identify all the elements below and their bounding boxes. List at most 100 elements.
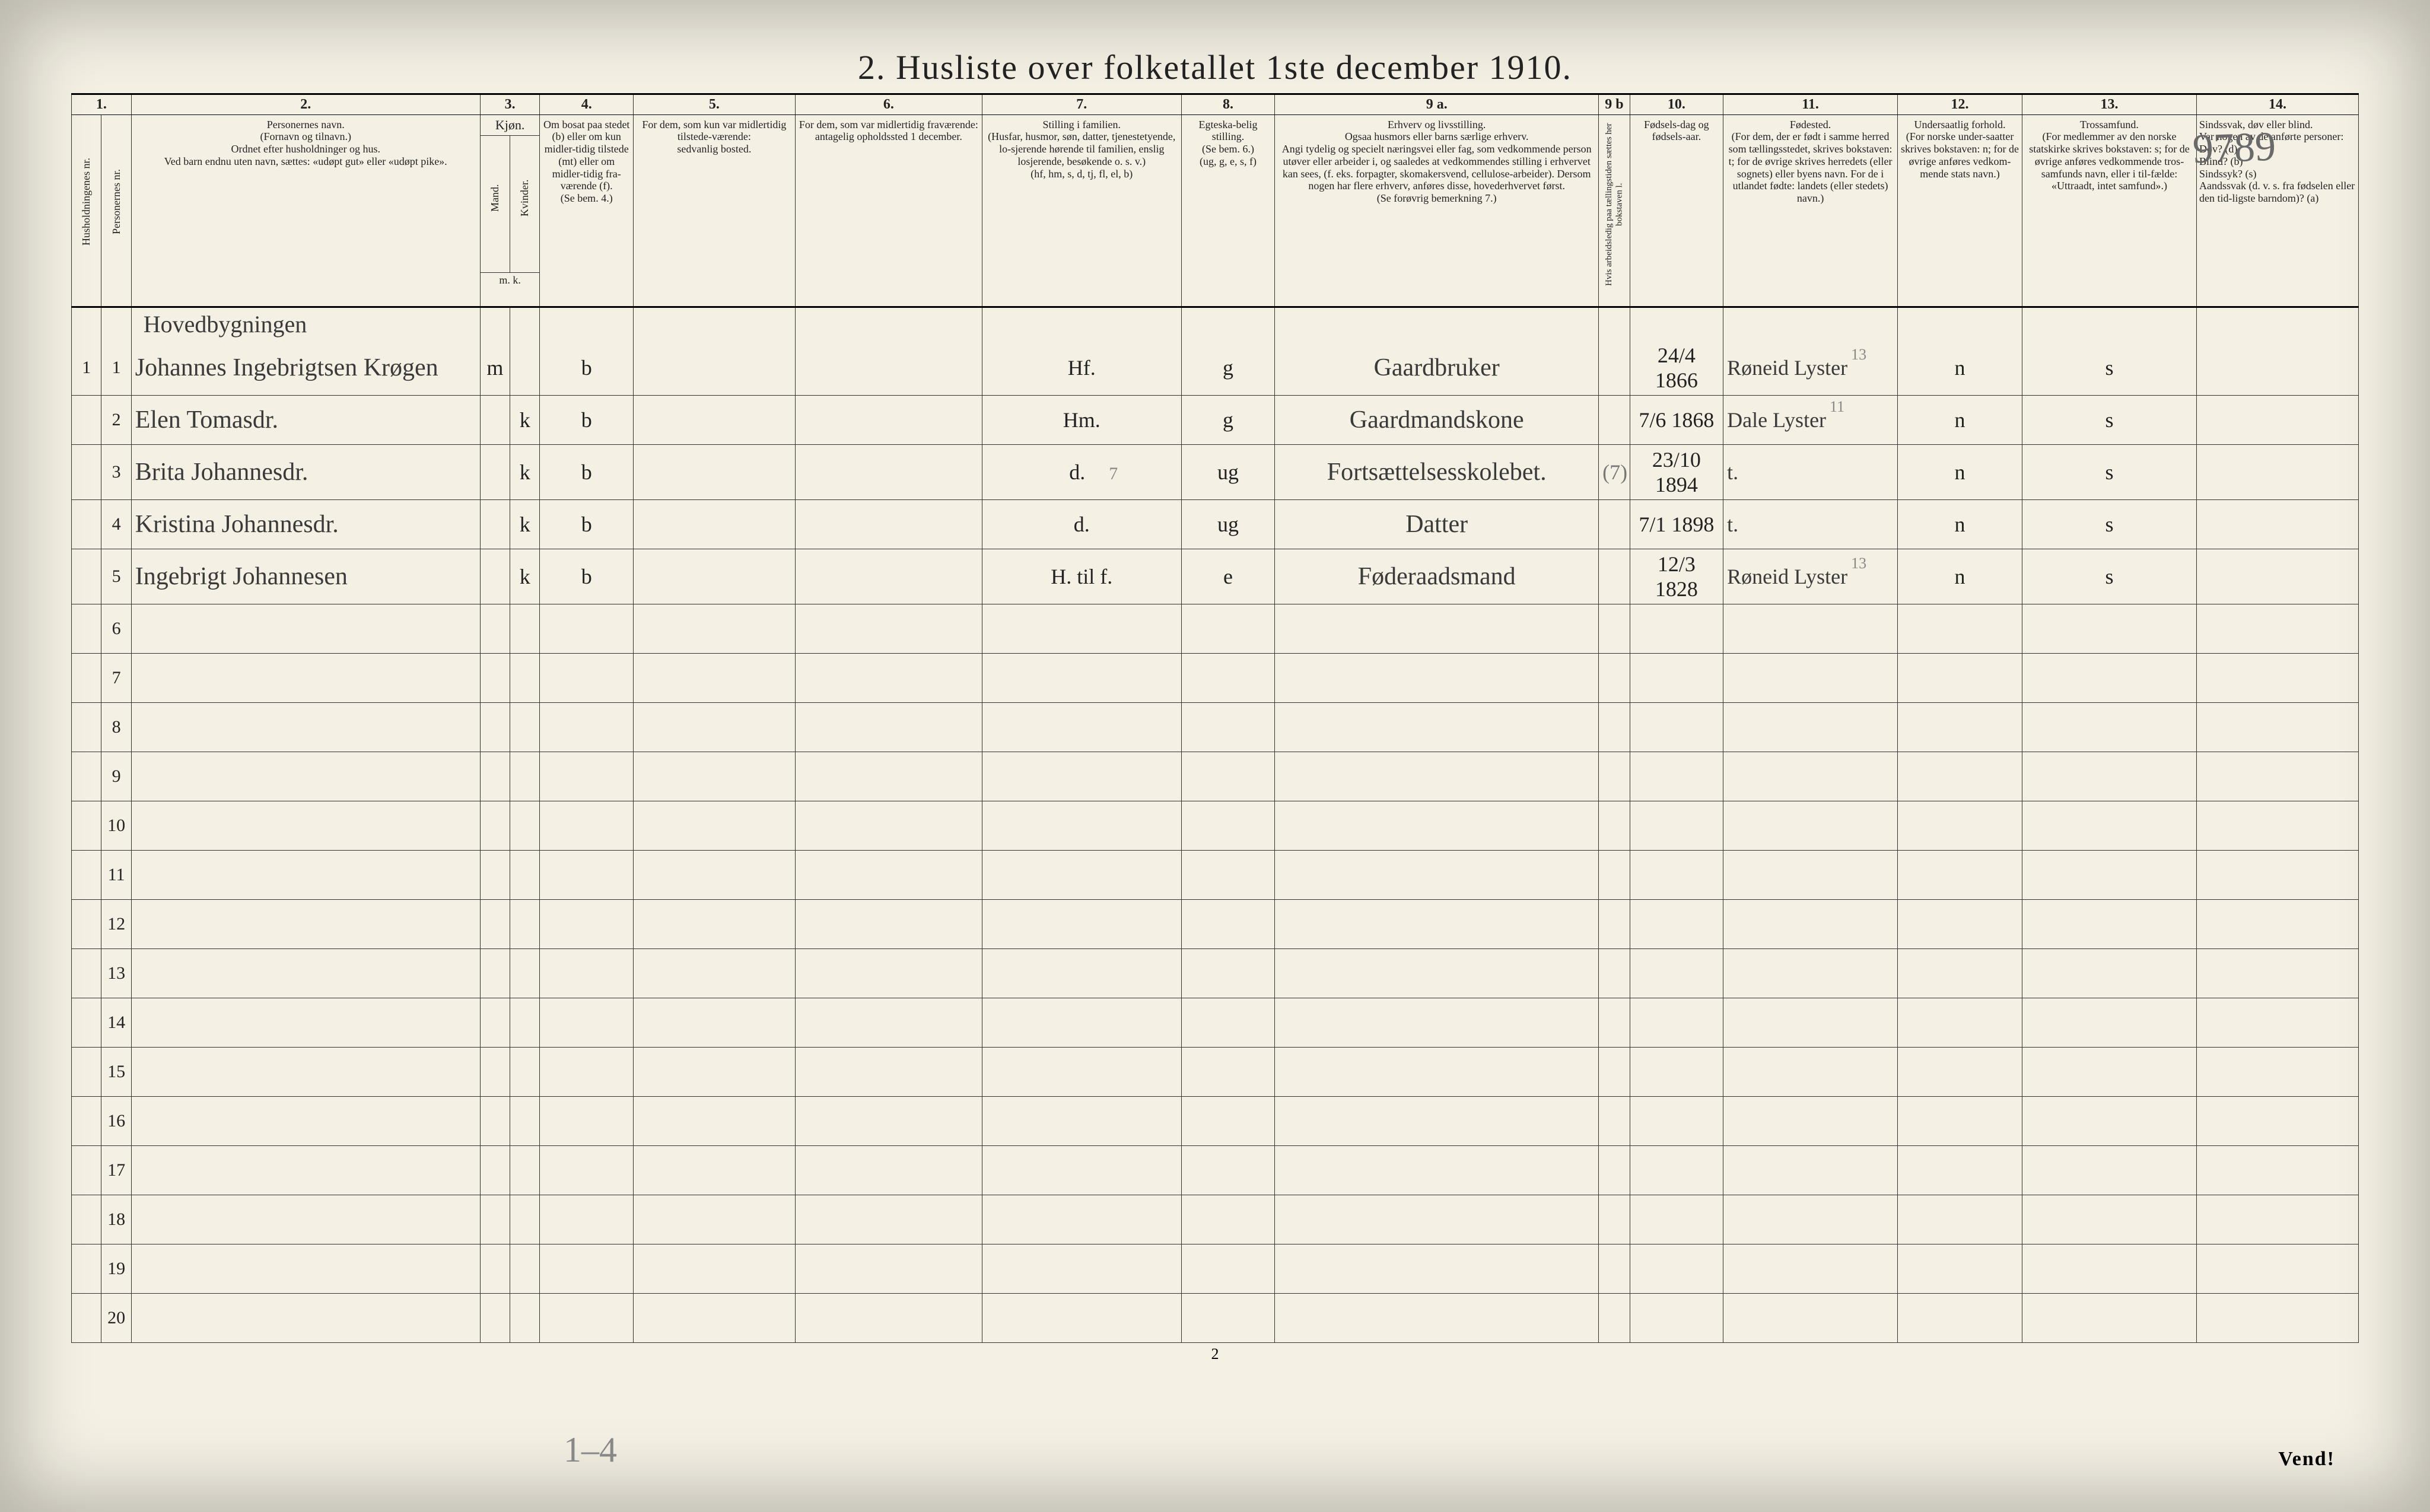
p-cell: 1 [101,340,131,396]
erhverv-cell: Føderaadsmand [1275,549,1599,604]
und-cell: n [1898,549,2022,604]
c14-cell [2196,340,2358,396]
header-midl-tilstede: For dem, som kun var midlertidig tilsted… [633,114,795,307]
table-row-empty: 10 [72,801,2359,850]
table-row-empty: 19 [72,1244,2359,1293]
egt-cell: g [1181,340,1274,396]
hh-cell [72,801,101,850]
name-cell: Kristina Johannesdr. [131,499,480,549]
p-cell: 13 [101,948,131,998]
c14-cell [2196,444,2358,499]
und-cell: n [1898,395,2022,444]
bosat-cell: b [540,340,633,396]
hh-cell [72,702,101,752]
tro-cell: s [2022,499,2197,549]
table-row-empty: 17 [72,1145,2359,1195]
colnum: 10. [1630,94,1723,115]
table-body: Hovedbygningen11Johannes Ingebrigtsen Kr… [72,307,2359,1342]
p-cell: 14 [101,998,131,1047]
sex-k-cell: k [510,395,540,444]
sex-m-cell: m [480,340,510,396]
hh-cell [72,899,101,948]
hh-cell [72,1145,101,1195]
table-row-empty: 18 [72,1195,2359,1244]
sex-k-cell [510,340,540,396]
table-row-empty: 7 [72,653,2359,702]
table-row: 3Brita Johannesdr.kbd.7ugFortsættelsessk… [72,444,2359,499]
sex-m-cell [480,499,510,549]
fod-cell: 12/3 1828 [1630,549,1723,604]
column-header-row: Husholdningenes nr. Personernes nr. Pers… [72,114,2359,307]
header-arbeidsledig: Hvis arbeidsledig paa tællingstiden sætt… [1599,114,1630,307]
colnum: 13. [2022,94,2197,115]
hh-cell [72,499,101,549]
hh-cell [72,1047,101,1096]
colnum: 5. [633,94,795,115]
header-egteskab: Egteska-belig stilling. (Se bem. 6.) (ug… [1181,114,1274,307]
header-midl-frav: For dem, som var midlertidig fraværende:… [795,114,982,307]
fam-cell: Hf. [982,340,1181,396]
hh-cell [72,307,101,340]
page-title: 2. Husliste over folketallet 1ste decemb… [71,47,2359,87]
sex-k-cell: k [510,549,540,604]
p-cell: 4 [101,499,131,549]
hh-cell [72,850,101,899]
c6-cell [795,340,982,396]
header-fodselsdag: Fødsels-dag og fødsels-aar. [1630,114,1723,307]
fod-cell: 23/10 1894 [1630,444,1723,499]
fodested-cell: t. [1723,499,1898,549]
c14-cell [2196,549,2358,604]
table-row-empty: 11 [72,850,2359,899]
table-row: 4Kristina Johannesdr.kbd.ugDatter7/1 189… [72,499,2359,549]
header-trossamfund: Trossamfund. (For medlemmer av den norsk… [2022,114,2197,307]
header-kjon: Kjøn. Mand. Kvinder. m. k. [480,114,540,307]
table-row-empty: 15 [72,1047,2359,1096]
bosat-cell: b [540,549,633,604]
bosat-cell: b [540,499,633,549]
handwritten-sheet-number: 9789 [2192,123,2277,174]
c6-cell [795,395,982,444]
column-number-row: 1. 2. 3. 4. 5. 6. 7. 8. 9 a. 9 b 10. 11.… [72,94,2359,115]
erhverv-cell: Gaardbruker [1275,340,1599,396]
p-cell: 2 [101,395,131,444]
fodested-cell: Røneid Lyster13 [1723,340,1898,396]
c5-cell [633,549,795,604]
census-page: 2. Husliste over folketallet 1ste decemb… [0,0,2430,1512]
bosat-cell: b [540,444,633,499]
p-cell: 12 [101,899,131,948]
table-header: 1. 2. 3. 4. 5. 6. 7. 8. 9 a. 9 b 10. 11.… [72,94,2359,307]
c9b-cell [1599,395,1630,444]
hh-cell [72,653,101,702]
table-row-empty: 20 [72,1293,2359,1342]
p-cell: 17 [101,1145,131,1195]
section-row: Hovedbygningen [72,307,2359,340]
fodested-cell: Røneid Lyster13 [1723,549,1898,604]
colnum: 4. [540,94,633,115]
erhverv-cell: Gaardmandskone [1275,395,1599,444]
header-stilling-fam: Stilling i familien. (Husfar, husmor, sø… [982,114,1181,307]
p-cell: 16 [101,1096,131,1145]
colnum: 9 b [1599,94,1630,115]
c6-cell [795,444,982,499]
fam-cell: Hm. [982,395,1181,444]
hh-cell [72,1195,101,1244]
p-cell: 6 [101,604,131,653]
p-cell: 18 [101,1195,131,1244]
header-erhverv: Erhverv og livsstilling. Ogsaa husmors e… [1275,114,1599,307]
p-cell: 20 [101,1293,131,1342]
c9b-cell [1599,499,1630,549]
und-cell: n [1898,340,2022,396]
p-cell: 11 [101,850,131,899]
hh-cell [72,444,101,499]
header-fodested: Fødested. (For dem, der er født i samme … [1723,114,1898,307]
fam-cell: d. [982,499,1181,549]
hh-cell: 1 [72,340,101,396]
name-cell: Ingebrigt Johannesen [131,549,480,604]
table-row-empty: 6 [72,604,2359,653]
p-cell [101,307,131,340]
c9b-cell [1599,340,1630,396]
c6-cell [795,549,982,604]
hh-cell [72,1244,101,1293]
c9b-cell [1599,549,1630,604]
erhverv-cell: Datter [1275,499,1599,549]
